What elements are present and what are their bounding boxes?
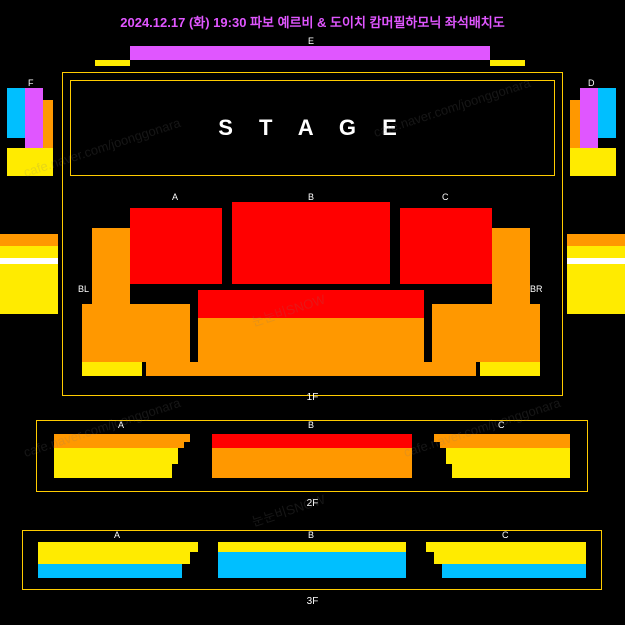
section-A-label-1f: A (172, 192, 178, 202)
floor-3-label: 3F (307, 596, 319, 607)
section-A-red (130, 208, 222, 284)
section-C-label-2f: C (498, 420, 505, 430)
stage-text: S T A G E (218, 115, 407, 141)
section-A-orange (92, 228, 130, 304)
F-magenta (25, 88, 43, 148)
right-lower-yellow (480, 362, 540, 376)
section-C-orange (492, 228, 530, 304)
center-lower-orange (198, 318, 424, 362)
right-lower-orange (432, 304, 540, 362)
D-orange (570, 100, 580, 155)
F-orange (43, 100, 53, 155)
F-yellow (7, 148, 53, 176)
floor-2-label: 2F (307, 498, 319, 509)
stage-box: S T A G E (70, 80, 555, 176)
seating-title: 2024.12.17 (화) 19:30 파보 예르비 & 도이치 캄머필하모닉… (0, 0, 625, 41)
D-cyan (598, 88, 616, 138)
center-lower-red (198, 290, 424, 318)
section-E-label: E (308, 36, 314, 46)
section-2f-A (54, 434, 190, 478)
section-2f-C (434, 434, 570, 478)
BR-band-orange (567, 234, 625, 246)
section-A-label-3f: A (114, 530, 120, 540)
BL-block (0, 234, 58, 314)
BR-block (567, 234, 625, 314)
F-cyan (7, 88, 25, 138)
D-yellow (570, 148, 616, 176)
BL-label: BL (78, 284, 89, 294)
watermark: 눈눈비SNOW (249, 489, 327, 531)
BL-band-white (0, 258, 58, 264)
section-A-label-2f: A (118, 420, 124, 430)
center-bottom-band (146, 362, 476, 376)
section-F-label: F (28, 78, 34, 88)
BR-label: BR (530, 284, 543, 294)
section-3f-A (38, 542, 198, 578)
section-C-label-3f: C (502, 530, 509, 540)
section-C-label-1f: C (442, 192, 449, 202)
section-B-label-2f: B (308, 420, 314, 430)
section-D-label: D (588, 78, 595, 88)
section-2f-B (212, 434, 412, 478)
floor-1-label: 1F (307, 392, 319, 403)
D-magenta (580, 88, 598, 148)
section-B-label-1f: B (308, 192, 314, 202)
BR-band-white (567, 258, 625, 264)
section-B-red (232, 202, 390, 284)
section-C-red (400, 208, 492, 284)
section-E-magenta (130, 46, 490, 60)
section-3f-C (426, 542, 586, 578)
left-lower-orange (82, 304, 190, 362)
section-E-yellow-L (95, 60, 130, 66)
section-3f-B (218, 542, 406, 578)
section-B-label-3f: B (308, 530, 314, 540)
section-E-yellow-R (490, 60, 525, 66)
left-lower-yellow (82, 362, 142, 376)
BL-band-orange (0, 234, 58, 246)
